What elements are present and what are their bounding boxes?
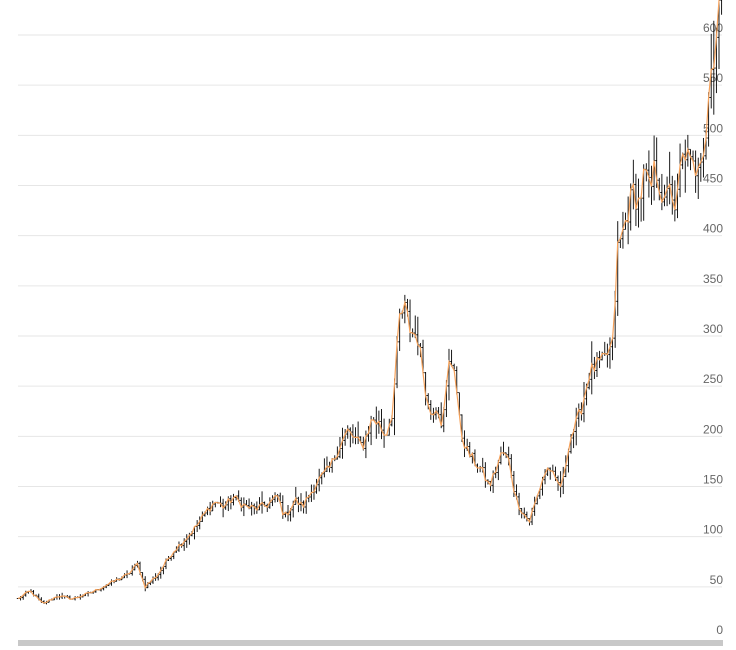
- ohlc-bar: [668, 151, 671, 205]
- ohlc-bar: [720, 0, 723, 15]
- ohlc-bar: [354, 427, 357, 445]
- y-tick-label: 400: [703, 222, 723, 236]
- y-tick-label: 600: [703, 21, 723, 35]
- ohlc-bar: [434, 407, 438, 420]
- ohlc-bar: [325, 456, 329, 473]
- y-tick-label: 150: [703, 473, 723, 487]
- ohlc-bar: [323, 458, 326, 478]
- ohlc-bar: [523, 507, 526, 519]
- y-axis-labels: 0 50 100 150 200 250 300 350 400 450 500 550 600: [703, 21, 723, 637]
- y-tick-label: 550: [703, 71, 723, 85]
- ohlc-bar: [689, 148, 692, 171]
- ohlc-bar: [403, 294, 407, 324]
- y-tick-label: 350: [703, 272, 723, 286]
- ohlc-bar: [242, 497, 246, 517]
- y-tick-label: 250: [703, 372, 723, 386]
- y-tick-label: 50: [710, 573, 724, 587]
- ohlc-bar: [253, 503, 256, 515]
- y-gridlines: [18, 34, 722, 588]
- ohlc-bar: [250, 501, 253, 516]
- close-price-line: [17, 0, 720, 604]
- ohlc-bar: [356, 421, 360, 445]
- ohlc-bar: [606, 343, 609, 368]
- y-tick-label: 100: [703, 523, 723, 537]
- ohlc-bar: [660, 173, 664, 211]
- y-tick-label: 450: [703, 172, 723, 186]
- ohlc-bars: [16, 0, 723, 605]
- y-tick-label: 500: [703, 121, 723, 135]
- ohlc-bar: [351, 424, 355, 444]
- ohlc-bar: [577, 403, 581, 427]
- y-tick-label: 300: [703, 322, 723, 336]
- x-axis-scroll-bar[interactable]: [18, 640, 723, 646]
- ohlc-bar: [294, 486, 298, 505]
- y-tick-label: 200: [703, 422, 723, 436]
- ohlc-bar: [478, 465, 482, 473]
- ohlc-bar: [699, 152, 703, 182]
- ohlc-bar: [380, 408, 383, 440]
- ohlc-bar: [639, 196, 643, 222]
- ohlc-bar: [684, 139, 687, 193]
- ohlc-bar: [551, 464, 555, 472]
- y-tick-label: 0: [716, 623, 723, 637]
- ohlc-bar: [86, 591, 90, 597]
- ohlc-bar: [697, 157, 700, 199]
